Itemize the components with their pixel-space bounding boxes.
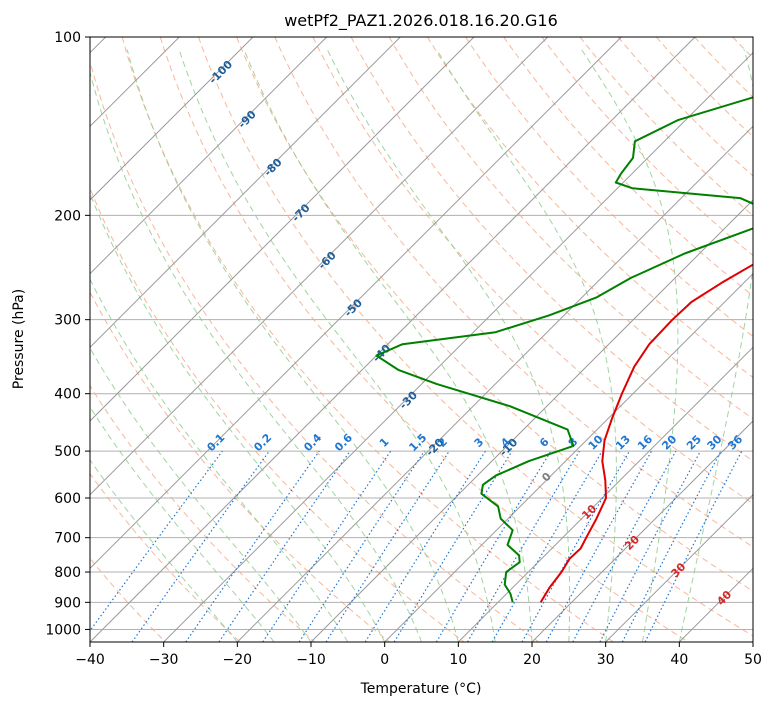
isotherm-line <box>163 51 753 642</box>
moist-adiabat <box>678 49 753 642</box>
x-axis-label: Temperature (°C) <box>360 681 482 697</box>
moist-adiabat <box>90 406 275 642</box>
dry-adiabat <box>90 186 465 642</box>
y-axis-label: Pressure (hPa) <box>11 289 27 389</box>
mixing-ratio-line <box>218 450 351 642</box>
y-tick-label: 1000 <box>45 622 81 638</box>
mixing-ratio-line <box>90 450 223 632</box>
moist-adiabat <box>126 49 459 642</box>
mixing-ratio-line <box>572 450 677 642</box>
dry-adiabat <box>350 37 753 462</box>
y-tick-label: 800 <box>54 565 81 581</box>
mixing-ratio-line <box>393 450 513 642</box>
isotherm-line <box>90 37 475 422</box>
dry-adiabat <box>90 291 390 642</box>
y-tick-label: 700 <box>54 531 81 547</box>
isotherm-line <box>384 272 753 642</box>
dry-adiabat <box>426 37 753 378</box>
y-tick-label: 900 <box>54 595 81 611</box>
mixing-ratio-line <box>298 450 425 642</box>
dry-adiabat <box>90 59 540 642</box>
x-tick-label: 40 <box>670 652 688 668</box>
moist-adiabat <box>178 49 496 642</box>
y-axis-ticks: 100 200 300 400 500 600 700 800 900 1000 <box>45 30 90 638</box>
isotherm-line <box>605 493 753 642</box>
x-axis-ticks: −40 −30 −20 −10 0 10 20 30 40 50 <box>75 642 762 668</box>
y-tick-label: 100 <box>54 30 81 46</box>
plot-frame <box>89 36 754 643</box>
moist-adiabat <box>436 49 617 642</box>
isotherm-line <box>90 37 696 642</box>
isotherms <box>90 37 753 642</box>
dry-adiabat <box>579 37 753 217</box>
y-tick-label: 600 <box>54 491 81 507</box>
dry-adiabat <box>198 37 753 637</box>
dry-adiabat <box>312 37 753 505</box>
isotherm-line <box>457 346 753 642</box>
isotherm-line <box>90 37 401 349</box>
y-tick-label: 400 <box>54 387 81 403</box>
isotherm-line <box>531 420 753 642</box>
dry-adiabat <box>159 37 689 642</box>
x-tick-label: −40 <box>75 652 105 668</box>
mixing-ratio-line <box>262 450 392 642</box>
mixing-ratio-line <box>644 450 743 642</box>
mixing-ratio-lines <box>90 450 743 642</box>
moist-adiabat <box>90 459 238 642</box>
mixing-ratio-line <box>545 450 653 642</box>
chart-title: wetPf2_PAZ1.2026.018.16.20.G16 <box>284 11 558 31</box>
isotherm-line <box>236 125 753 642</box>
x-tick-label: −10 <box>296 652 326 668</box>
moist-adiabat <box>90 70 422 642</box>
isotherm-line <box>90 37 254 201</box>
isotherm-line <box>90 37 622 570</box>
profile-series <box>375 96 753 603</box>
x-tick-label: 30 <box>597 652 615 668</box>
moist-adiabat <box>326 49 571 642</box>
mixing-ratio-line <box>185 450 320 642</box>
mixing-ratio-line <box>131 450 270 642</box>
x-tick-label: −20 <box>223 652 253 668</box>
mixing-ratio-line <box>325 450 450 642</box>
x-tick-label: 50 <box>744 652 762 668</box>
isotherm-line <box>90 37 328 275</box>
isotherm-line <box>310 199 753 642</box>
y-tick-label: 200 <box>54 208 81 224</box>
dry-adiabat <box>541 37 753 257</box>
dewpoint-profile <box>375 96 753 603</box>
moist-adiabat <box>581 49 679 642</box>
isotherm-line <box>90 37 549 496</box>
x-tick-label: 20 <box>523 652 541 668</box>
moist-adiabat <box>90 278 349 642</box>
dry-adiabat <box>121 37 614 642</box>
temperature-profile <box>539 263 753 603</box>
x-tick-label: 10 <box>449 652 467 668</box>
x-tick-label: −30 <box>149 652 179 668</box>
dry-adiabat <box>274 37 753 548</box>
y-tick-label: 500 <box>54 444 81 460</box>
dry-adiabats <box>90 37 753 642</box>
y-tick-label: 300 <box>54 313 81 329</box>
dry-adiabat <box>388 37 753 420</box>
plot-area: -100-90-80-70-60-50-40-30-20 -100.1 0.2 0.4… <box>90 37 753 642</box>
x-tick-label: 0 <box>380 652 389 668</box>
mixing-ratio-line <box>521 450 631 642</box>
moist-adiabat <box>243 49 533 642</box>
